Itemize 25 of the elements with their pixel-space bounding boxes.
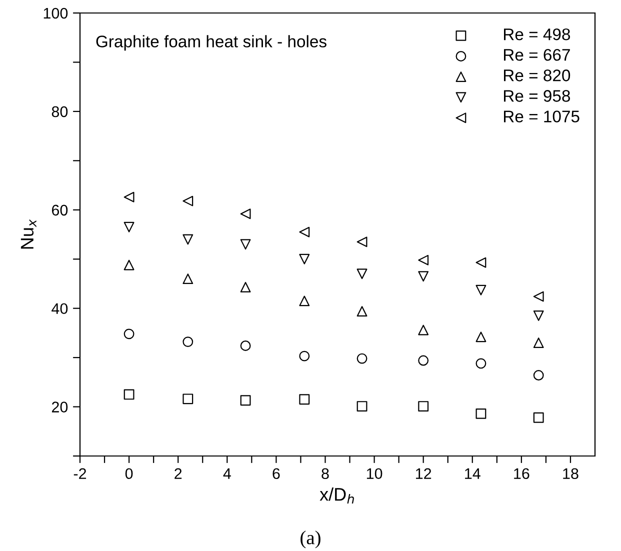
text: (a) [300,530,320,548]
x-tick-label: 4 [223,468,231,479]
x-tick-label: -2 [74,468,86,479]
x-axis-title: x/D$_{h}$ [320,488,354,504]
x-tick-label: 8 [322,468,329,480]
y-axis-title: Nu$_{x}$ [20,219,36,249]
y-tick-label: 100 [44,8,68,19]
x-tick-label: 18 [563,468,578,480]
y-tick-label: 20 [52,402,68,412]
x-tick-label: 12 [416,468,432,479]
x-tick-label: 16 [514,468,530,480]
x-tick-label: 6 [272,468,280,480]
x-tick-label: 10 [366,468,382,480]
legend-label: Re = 820 [504,70,570,82]
annotation: Graphite foam heat sink - holes [96,35,326,51]
y-tick-label: 60 [52,204,68,216]
legend-label: Re = 958 [504,90,570,102]
x-tick-label: 2 [174,468,182,479]
y-tick-label: 40 [52,303,68,314]
x-tick-label: 0 [125,468,133,480]
legend-label: Re = 667 [504,48,570,61]
legend-label: Re = 1075 [504,110,580,122]
x-tick-label: 14 [465,468,480,479]
legend-label: Re = 498 [504,28,570,40]
y-tick-label: 80 [52,106,68,118]
